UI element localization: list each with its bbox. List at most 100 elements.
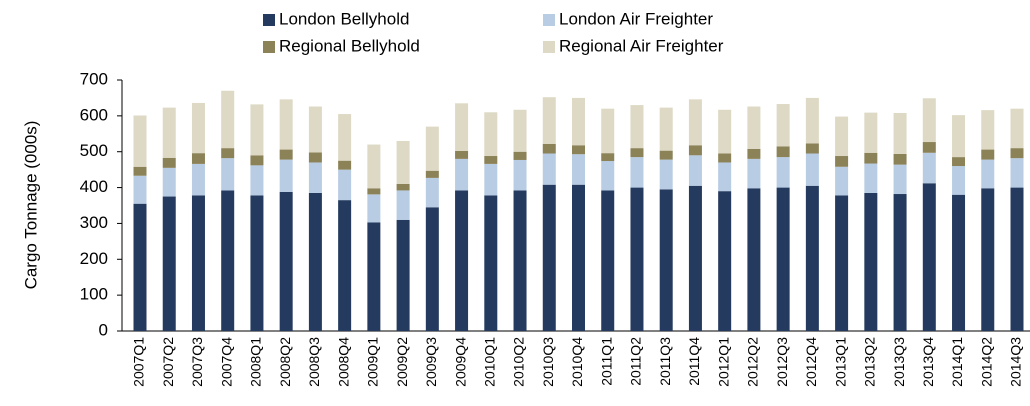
legend-swatch — [263, 14, 275, 26]
bar-segment — [542, 153, 556, 185]
bar-segment — [747, 106, 761, 149]
x-tick-label: 2010Q2 — [511, 337, 527, 387]
bar-segment — [718, 162, 732, 192]
bar-segment — [776, 187, 790, 331]
bar-segment — [1010, 108, 1024, 149]
bar-segment — [893, 112, 907, 154]
bar-segment — [805, 153, 819, 186]
bar-segment — [835, 195, 849, 331]
bar-segment — [425, 126, 439, 171]
x-tick-label: 2014Q2 — [978, 337, 994, 387]
bar-segment — [718, 109, 732, 154]
bar-segment — [279, 99, 293, 150]
y-tick-label: 200 — [80, 249, 108, 268]
bar-segment — [221, 190, 235, 331]
bar-segment — [162, 157, 176, 168]
bar-segment — [162, 107, 176, 158]
bar-segment — [922, 152, 936, 184]
bar-segment — [659, 107, 673, 151]
x-tick-label: 2007Q1 — [131, 337, 147, 387]
bar-segment — [133, 175, 147, 204]
legend-swatch — [543, 14, 555, 26]
bar-segment — [981, 110, 995, 150]
bar-segment — [922, 98, 936, 143]
x-tick-label: 2013Q3 — [891, 337, 907, 387]
y-tick-label: 600 — [80, 105, 108, 124]
bar-segment — [367, 144, 381, 189]
bar-segment — [221, 90, 235, 149]
bar-segment — [279, 149, 293, 160]
bar-segment — [805, 143, 819, 154]
x-tick-label: 2013Q2 — [862, 337, 878, 387]
bar-segment — [659, 159, 673, 190]
y-tick-label: 700 — [80, 69, 108, 88]
bar-segment — [542, 184, 556, 331]
bar-segment — [279, 191, 293, 331]
bar-segment — [484, 195, 498, 331]
bar-segment — [455, 190, 469, 331]
x-tick-label: 2012Q2 — [745, 337, 761, 387]
bar-segment — [601, 153, 615, 162]
y-tick-label: 400 — [80, 177, 108, 196]
bar-segment — [864, 163, 878, 193]
bar-segment — [805, 185, 819, 331]
bar-segment — [338, 114, 352, 161]
bar-segment — [250, 195, 264, 331]
bar-segment — [864, 152, 878, 164]
x-tick-label: 2010Q3 — [540, 337, 556, 387]
bar-segment — [981, 188, 995, 331]
bar-segment — [367, 194, 381, 223]
bar-segment — [133, 115, 147, 167]
bar-segment — [308, 192, 322, 331]
x-tick-label: 2008Q2 — [277, 337, 293, 387]
y-tick-label: 100 — [80, 285, 108, 304]
x-tick-label: 2007Q3 — [189, 337, 205, 387]
bar-segment — [630, 157, 644, 188]
bar-segment — [162, 196, 176, 331]
bar-segment — [455, 103, 469, 151]
bar-segment — [1010, 187, 1024, 331]
bar-segment — [338, 200, 352, 331]
bar-segment — [221, 158, 235, 191]
legend-label: London Air Freighter — [559, 9, 713, 28]
bar-segment — [688, 99, 702, 146]
bar-segment — [542, 97, 556, 144]
bar-segment — [191, 153, 205, 164]
bar-segment — [425, 207, 439, 331]
bar-segment — [572, 97, 585, 146]
bar-segment — [630, 105, 644, 149]
bar-segment — [250, 155, 264, 166]
x-tick-label: 2010Q4 — [569, 337, 585, 387]
x-tick-label: 2011Q2 — [628, 337, 644, 386]
legend-label: Regional Air Freighter — [559, 36, 724, 55]
bar-segment — [455, 150, 469, 159]
bar-segment — [513, 151, 527, 160]
x-tick-label: 2014Q1 — [949, 337, 965, 387]
bar-segment — [396, 140, 410, 184]
bar-segment — [572, 145, 585, 155]
bar-segment — [893, 153, 907, 165]
x-tick-label: 2011Q3 — [657, 337, 673, 386]
legend-label: London Bellyhold — [279, 9, 409, 28]
x-tick-label: 2011Q4 — [686, 337, 702, 386]
bar-segment — [747, 188, 761, 331]
legend-swatch — [263, 41, 275, 53]
bar-segment — [542, 143, 556, 154]
bar-segment — [250, 104, 264, 156]
bar-segment — [250, 165, 264, 196]
bar-segment — [484, 163, 498, 196]
bar-segment — [688, 145, 702, 156]
bar-segment — [776, 146, 790, 158]
x-tick-label: 2008Q1 — [248, 337, 264, 387]
bar-segment — [747, 148, 761, 159]
bar-segment — [191, 163, 205, 196]
bar-segment — [425, 177, 439, 208]
bar-segment — [601, 108, 615, 154]
bar-segment — [981, 159, 995, 189]
bar-segment — [513, 109, 527, 152]
legend-label: Regional Bellyhold — [279, 36, 420, 55]
x-tick-label: 2008Q4 — [335, 337, 351, 387]
x-tick-label: 2008Q3 — [306, 337, 322, 387]
bar-segment — [367, 188, 381, 195]
x-tick-label: 2011Q1 — [598, 337, 614, 386]
